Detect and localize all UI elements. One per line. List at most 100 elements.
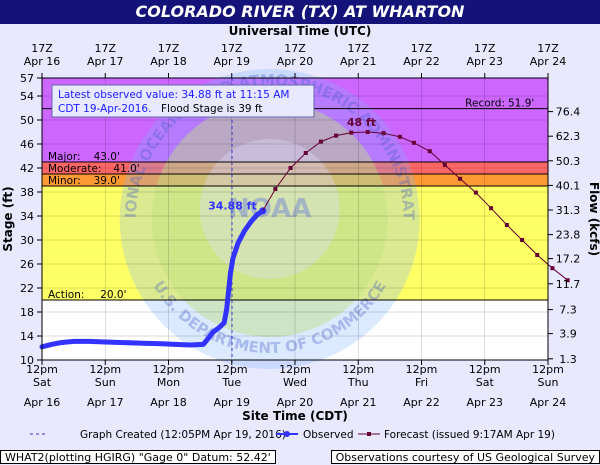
bottom-axis-tick-date: Apr 16 <box>24 396 61 409</box>
bottom-axis-tick-day: Sun <box>538 376 559 389</box>
top-axis-tick-date: Apr 24 <box>530 55 567 68</box>
stage-axis-tick-label: 30 <box>20 234 34 247</box>
threshold-value: 43.0' <box>94 151 120 163</box>
stage-axis-tick-label: 42 <box>20 162 34 175</box>
bottom-axis-tick-day: Sun <box>95 376 116 389</box>
top-axis-tick-label: 17Z <box>537 42 559 55</box>
top-axis-tick-label: 17Z <box>94 42 116 55</box>
forecast-point <box>365 130 370 134</box>
observed-series-line <box>39 208 266 350</box>
top-axis-tick-date: Apr 20 <box>277 55 314 68</box>
legend-forecast-marker <box>367 432 371 436</box>
legend-observed-marker <box>284 431 290 437</box>
threshold-label: Minor: <box>48 175 81 187</box>
forecast-point <box>535 253 540 257</box>
noaa-seal-inner <box>151 101 388 337</box>
usgs-credit-footer: Observations courtesy of US Geological S… <box>330 450 600 464</box>
threshold-label: Major: <box>48 151 81 163</box>
forecast-point <box>565 278 570 283</box>
flood-band-action <box>42 186 548 300</box>
bottom-axis-tick-time: 12pm <box>216 363 248 376</box>
latest-observation-box <box>51 84 315 118</box>
top-axis-tick-date: Apr 22 <box>403 55 440 68</box>
stage-axis-tick-label: 18 <box>20 306 34 319</box>
forecast-point <box>489 206 494 211</box>
bottom-axis-tick-day: Sat <box>33 376 52 389</box>
top-axis-tick-date: Apr 21 <box>340 55 377 68</box>
bottom-axis-tick-date: Apr 21 <box>340 396 377 409</box>
legend-forecast-label: Forecast (issued 9:17AM Apr 19) <box>384 429 555 441</box>
stage-axis-title: Stage (ft) <box>1 186 15 251</box>
forecast-point <box>504 223 509 227</box>
top-axis-tick-label: 17Z <box>474 42 496 55</box>
gauge-datum-footer: WHAT2(plotting HGIRG) "Gage 0" Datum: 52… <box>0 450 276 464</box>
bottom-axis-tick-time: 12pm <box>406 363 438 376</box>
top-axis-tick-date: Apr 16 <box>24 55 61 68</box>
stage-axis-tick-label: 46 <box>20 138 34 151</box>
forecast-point <box>334 133 339 138</box>
flow-axis-tick-label: 17.2 <box>556 253 581 266</box>
forecast-point <box>473 190 478 195</box>
stage-axis-tick-label: 57 <box>20 72 34 85</box>
forecast-point <box>458 176 463 181</box>
stage-axis-tick-label: 10 <box>20 354 34 367</box>
bottom-axis-tick-date: Apr 22 <box>403 396 440 409</box>
threshold-value: 41.0' <box>113 163 139 175</box>
bottom-axis-tick-day: Wed <box>283 376 307 389</box>
forecast-point <box>442 163 447 167</box>
bottom-axis-tick-day: Thu <box>347 376 369 389</box>
bottom-axis-tick-time: 12pm <box>469 363 501 376</box>
flow-axis-tick-label: 11.7 <box>556 278 581 291</box>
top-axis-tick-date: Apr 19 <box>213 55 250 68</box>
top-axis-tick-label: 17Z <box>158 42 180 55</box>
threshold-value: 51.9' <box>508 98 534 110</box>
forecast-point <box>381 131 386 136</box>
top-axis-tick-label: 17Z <box>411 42 433 55</box>
threshold-value: 20.0' <box>100 289 126 301</box>
flood-band-moderate <box>42 162 548 174</box>
flow-axis-tick-label: 40.1 <box>556 179 581 192</box>
stage-axis-tick-label: 54 <box>20 90 34 103</box>
top-axis-tick-label: 17Z <box>284 42 306 55</box>
stage-axis-tick-label: 50 <box>20 114 34 127</box>
top-axis-tick-label: 17Z <box>347 42 369 55</box>
flow-axis-tick-label: 76.4 <box>556 106 581 119</box>
flow-axis-tick-label: 3.9 <box>559 328 577 341</box>
top-axis-tick-date: Apr 23 <box>466 55 503 68</box>
flow-axis-tick-label: 50.3 <box>556 155 581 168</box>
top-axis-tick-date: Apr 18 <box>150 55 187 68</box>
forecast-point <box>318 139 323 144</box>
flow-axis-tick-label: 7.3 <box>559 304 577 317</box>
threshold-label: Record: <box>465 98 505 110</box>
bottom-axis-tick-day: Fri <box>415 376 428 389</box>
bottom-axis-tick-date: Apr 20 <box>277 396 314 409</box>
chart-title: COLORADO RIVER (TX) AT WHARTON <box>0 0 600 24</box>
forecast-point <box>427 149 432 154</box>
noaa-seal-outer <box>119 69 420 369</box>
flow-axis-title: Flow (kcfs) <box>587 182 600 256</box>
latest-observation-line2: CDT 19-Apr-2016. <box>58 103 151 115</box>
threshold-label: Action: <box>48 289 84 301</box>
legend-observed-label: Observed <box>303 429 354 441</box>
bottom-axis-tick-date: Apr 24 <box>530 396 567 409</box>
forecast-point <box>397 134 402 139</box>
flood-stage-note: Flood Stage is 39 ft <box>161 103 263 115</box>
stage-axis-tick-label: 38 <box>20 186 34 199</box>
flow-axis-tick-label: 1.3 <box>559 353 577 366</box>
bottom-axis-tick-day: Mon <box>157 376 180 389</box>
bottom-axis-tick-time: 12pm <box>279 363 311 376</box>
stage-axis-tick-label: 26 <box>20 258 34 271</box>
stage-axis-tick-label: 14 <box>20 330 34 343</box>
top-axis-tick-label: 17Z <box>221 42 243 55</box>
bottom-axis-tick-date: Apr 19 <box>213 396 250 409</box>
flow-axis-tick-label: 23.8 <box>556 229 581 242</box>
bottom-axis-tick-day: Tue <box>221 376 241 389</box>
forecast-crest-label: 48 ft <box>347 116 376 129</box>
forecast-point <box>411 140 416 145</box>
bottom-axis-tick-date: Apr 23 <box>466 396 503 409</box>
threshold-label: Moderate: <box>48 163 101 175</box>
forecast-point <box>288 166 293 170</box>
top-axis-title: Universal Time (UTC) <box>229 24 372 38</box>
forecast-point <box>520 238 525 242</box>
